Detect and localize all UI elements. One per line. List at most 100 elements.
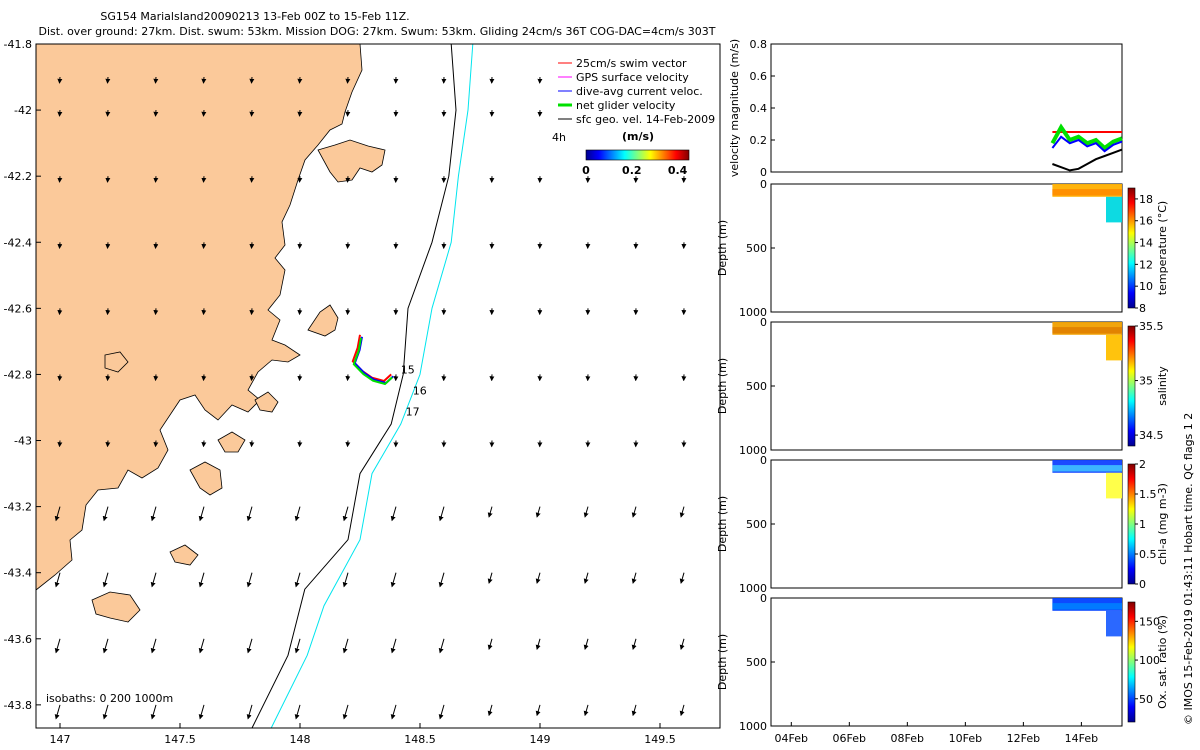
y-tick-label: -42.8	[4, 368, 32, 381]
current-arrow	[297, 440, 303, 448]
section-data	[1106, 196, 1122, 223]
cbar-tick-label: 0	[1139, 578, 1146, 591]
isobath-label: isobaths: 0 200 1000m	[46, 692, 173, 705]
island-7	[91, 591, 141, 623]
current-arrow	[246, 506, 253, 522]
vel-tick-label: 0.6	[750, 70, 768, 83]
current-arrow	[54, 638, 61, 654]
chla-frame	[770, 459, 1123, 589]
section-data	[1052, 189, 1122, 196]
y-tick-label: -42	[14, 104, 32, 117]
legend-label: 25cm/s swim vector	[576, 57, 687, 70]
current-arrow	[297, 76, 303, 84]
island-2	[307, 304, 339, 337]
vel-ylabel: velocity magnitude (m/s)	[728, 39, 741, 177]
depth-label: Depth (m)	[716, 634, 729, 690]
salinity-frame	[770, 321, 1123, 451]
current-arrow	[345, 242, 351, 250]
date-tick-label: 10Feb	[949, 732, 982, 745]
y-tick-label: -43.4	[4, 567, 32, 580]
current-arrow	[246, 638, 253, 654]
cbar-tick-label: 35.5	[1139, 320, 1164, 333]
cbar-tick-label: 8	[1139, 302, 1146, 315]
depth-tick-label: 500	[746, 380, 767, 393]
current-arrow	[102, 572, 109, 588]
section-data	[1052, 327, 1122, 334]
current-arrow	[487, 572, 493, 584]
current-arrow	[487, 506, 493, 518]
current-arrow	[345, 308, 351, 316]
y-tick-label: -42.4	[4, 236, 32, 249]
x-tick-label: 148	[290, 733, 311, 746]
island-3	[189, 461, 223, 496]
isobath-1000m	[270, 43, 474, 729]
depth-tick-label: 0	[760, 454, 767, 467]
depth-tick-label: 1000	[739, 720, 767, 733]
cbar-tick-label: 0.5	[1139, 548, 1157, 561]
current-arrow	[201, 374, 207, 382]
date-tick-label: 08Feb	[891, 732, 924, 745]
cbar-tick-label: 150	[1139, 615, 1160, 628]
current-arrow	[153, 176, 159, 183]
current-arrow	[438, 638, 445, 654]
map-content: 15 16 17	[35, 43, 687, 729]
current-arrow	[54, 704, 61, 720]
current-arrow	[297, 242, 303, 250]
cbar-tick-label: 1	[1139, 518, 1146, 531]
current-arrow	[438, 572, 445, 588]
current-arrow	[54, 506, 61, 522]
velocity-frame	[770, 43, 1123, 173]
current-arrow	[345, 176, 351, 183]
y-tick-label: -43.8	[4, 699, 32, 712]
oxygen-label: Ox. sat. ratio (%)	[1156, 615, 1169, 709]
day-label: 17	[406, 406, 420, 419]
current-arrow	[57, 440, 63, 448]
temperature-panel: 0 500 1000 Depth (m) 8 10 12 14 16 18temperature …	[716, 178, 1169, 319]
current-arrow	[345, 76, 351, 84]
current-arrow	[105, 440, 111, 448]
depth-tick-label: 500	[746, 242, 767, 255]
island-6	[104, 351, 129, 373]
section-data	[1106, 610, 1122, 637]
current-arrow	[153, 110, 159, 117]
current-arrow	[57, 242, 63, 250]
current-arrow	[246, 704, 253, 720]
date-tick-label: 04Feb	[775, 732, 808, 745]
chla-panel: 0 500 1000 Depth (m) 0 0.5 1 1.5 2 chl-a (mg m-3)	[716, 454, 1169, 595]
footer-text: © IMOS 15-Feb-2019 01:43:11 Hobart time.…	[1182, 413, 1195, 725]
depth-tick-label: 0	[760, 592, 767, 605]
section-data	[1052, 465, 1122, 472]
colorbar-swatch	[585, 149, 690, 161]
time-label: 4h	[552, 131, 566, 144]
current-arrow	[297, 374, 303, 382]
current-arrow	[390, 572, 397, 588]
current-arrow	[153, 76, 159, 84]
current-arrow	[198, 572, 205, 588]
current-arrow	[583, 506, 589, 518]
current-arrow	[390, 638, 397, 654]
current-arrow	[201, 110, 207, 117]
current-arrow	[438, 506, 445, 522]
current-arrow	[249, 440, 255, 448]
salinity-panel: 0 500 1000 Depth (m) 34.5 35 35.5 salinity	[716, 316, 1169, 457]
velocity-series	[1052, 148, 1123, 172]
current-arrow	[249, 374, 255, 382]
current-arrow	[150, 572, 157, 588]
depth-tick-label: 1000	[739, 582, 767, 595]
oxygen-colorbar	[1127, 601, 1136, 723]
current-arrow	[150, 506, 157, 522]
current-arrow	[54, 572, 61, 588]
current-arrow	[105, 176, 111, 183]
current-arrow	[153, 242, 159, 250]
current-arrow	[198, 638, 205, 654]
day-label: 15	[401, 363, 415, 376]
cbar-tick-label: 16	[1139, 215, 1153, 228]
current-arrow	[631, 572, 637, 584]
current-arrow	[342, 704, 349, 720]
current-arrow	[438, 704, 445, 720]
salinity-label: salinity	[1156, 366, 1169, 406]
current-arrow	[342, 638, 349, 654]
x-tick-label: 149	[530, 733, 551, 746]
current-arrow	[201, 76, 207, 84]
